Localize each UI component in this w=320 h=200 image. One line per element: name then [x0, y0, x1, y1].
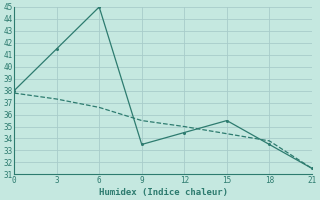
- X-axis label: Humidex (Indice chaleur): Humidex (Indice chaleur): [99, 188, 228, 197]
